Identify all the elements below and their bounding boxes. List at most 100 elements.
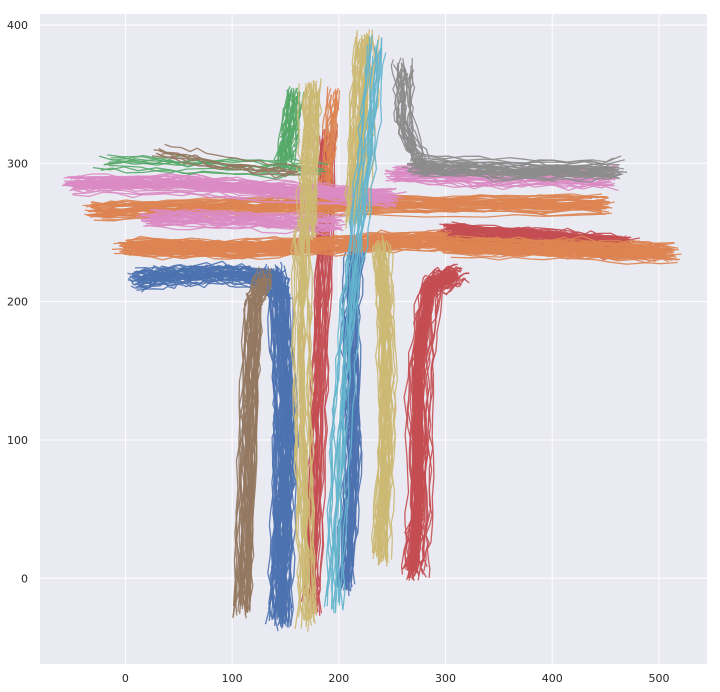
trajectory-line (307, 80, 318, 227)
trajectory-line (158, 149, 297, 174)
trajectory-line (345, 45, 361, 229)
trajectory-line (403, 67, 423, 170)
trajectory-line (300, 236, 312, 632)
trajectory-line (442, 243, 669, 255)
trajectory-line (274, 269, 288, 618)
trajectory-line (446, 237, 676, 248)
trajectory-line (134, 260, 280, 275)
trajectory-line (275, 271, 291, 615)
trajectory-line (325, 44, 369, 607)
trajectory-line (336, 47, 382, 606)
trajectory-line (126, 231, 452, 247)
trajectory-line (134, 264, 274, 277)
series-right-leg (400, 263, 470, 582)
trajectory-line (410, 276, 458, 573)
trajectory-line (239, 272, 261, 606)
trajectory-line (128, 245, 445, 260)
trajectory-line (281, 89, 293, 159)
trajectory-line (323, 43, 372, 607)
trajectory-line (290, 233, 301, 630)
trajectory-line (415, 172, 618, 183)
trajectory-line (237, 269, 264, 606)
trajectory-line (409, 160, 614, 169)
trajectory-line (66, 175, 385, 192)
trajectory-line (99, 154, 312, 169)
series-top-green (272, 85, 305, 175)
trajectory-line (338, 37, 383, 603)
trajectory-line (426, 277, 470, 578)
trajectory-line (164, 143, 302, 169)
x-tick-label: 0 (122, 672, 129, 685)
trajectory-line (307, 232, 318, 616)
trajectory-line (330, 55, 374, 613)
series-left-arm-brown-top (152, 143, 302, 179)
series-arm-orange-right (433, 234, 682, 265)
series-yellow-bottom-left (290, 225, 318, 632)
series-left-arm-lower (127, 260, 289, 293)
trajectory-line (292, 228, 303, 616)
trajectory-line (241, 282, 265, 619)
trajectory-line (316, 139, 335, 614)
x-tick-label: 200 (328, 672, 349, 685)
trajectory-line (126, 236, 450, 252)
trajectory-line (299, 233, 310, 628)
trajectory-line (72, 191, 397, 208)
trajectory-line (438, 246, 664, 259)
trajectory-line (100, 167, 312, 177)
trajectory-line (131, 269, 269, 283)
trajectory-line (409, 58, 431, 160)
trajectory-line (450, 256, 678, 265)
y-tick-label: 100 (7, 434, 28, 447)
y-tick-label: 300 (7, 157, 28, 170)
trajectory-line (341, 52, 387, 610)
trajectory-line (232, 275, 256, 606)
data-series (61, 29, 682, 632)
trajectory-line (155, 152, 293, 178)
series-yellow-leg (370, 234, 398, 567)
trajectory-line (324, 91, 338, 220)
trajectory-line (421, 153, 625, 166)
series-left-arm-pink (61, 172, 407, 209)
trajectory-line (130, 280, 268, 292)
trajectory-line (418, 154, 622, 163)
trajectory-line (376, 248, 385, 563)
series-brown-leg (232, 266, 273, 619)
trajectory-line (295, 91, 308, 234)
trajectory-line (64, 177, 385, 198)
trajectory-line (415, 276, 461, 577)
trajectory-line (409, 163, 611, 173)
trajectory-line (304, 82, 315, 233)
trajectory-line (382, 247, 391, 563)
trajectory-line (418, 158, 619, 168)
trajectory-line (424, 163, 628, 173)
trajectory-line (280, 95, 294, 164)
trajectory-line (378, 245, 388, 555)
trajectory-line (135, 213, 329, 224)
trajectory-line (65, 181, 386, 200)
y-tick-label: 0 (21, 572, 28, 585)
trajectory-line (269, 267, 285, 612)
trajectory-line (126, 231, 443, 247)
trajectory-line (371, 242, 383, 553)
x-tick-label: 100 (222, 672, 243, 685)
trajectory-line (404, 269, 451, 571)
series-light-blue (323, 34, 387, 614)
trajectory-line (406, 65, 427, 162)
trajectory-line (278, 88, 290, 161)
trajectory-line (388, 243, 398, 560)
trajectory-line (279, 91, 293, 165)
trajectory-line (380, 240, 390, 548)
series-top-yellow-left (295, 78, 323, 248)
trajectory-line (311, 78, 323, 222)
tick-labels: 0 100 200 300 400 500 0 100 200 300 400 (7, 19, 669, 685)
trajectory-line (444, 241, 668, 252)
trajectory-line (444, 223, 630, 242)
trajectory-line (447, 238, 672, 253)
trajectory-line (446, 227, 632, 245)
trajectory-line (344, 36, 358, 217)
trajectory-line (288, 91, 300, 160)
trajectory-line (300, 229, 313, 619)
trajectory-line (397, 179, 619, 192)
